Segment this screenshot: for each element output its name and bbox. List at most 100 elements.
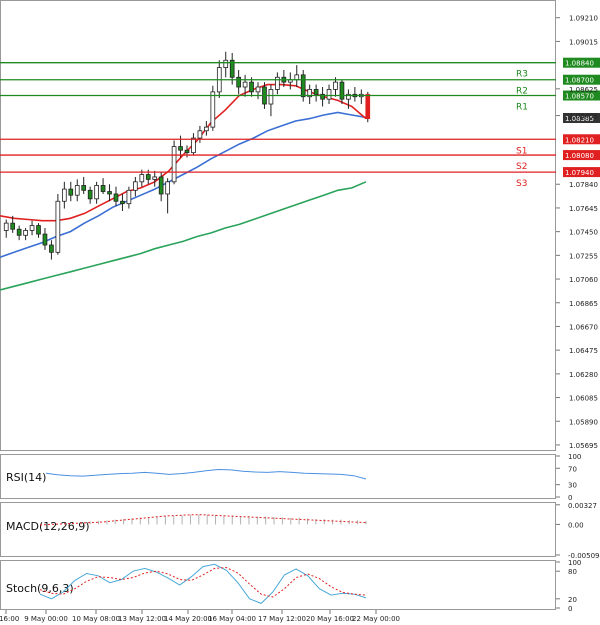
- time-tick-label: 22 May 00:00: [352, 615, 400, 623]
- macd-signal-line: [39, 514, 367, 526]
- candle-body: [223, 59, 229, 68]
- macd-panel: MACD(12,26,9) 0.00327 0.00 -0.005094: [0, 502, 600, 560]
- candle-body: [126, 189, 132, 205]
- stoch-title: Stoch(9,6,3): [6, 582, 74, 595]
- candle-body: [171, 146, 177, 183]
- indicator-tick-label: 100: [568, 453, 581, 461]
- candle-body: [242, 81, 248, 88]
- macd-title: MACD(12,26,9): [6, 520, 90, 533]
- main-panel-frame: [0, 0, 556, 451]
- candle-body: [74, 185, 80, 196]
- indicator-tick-label: 30: [568, 482, 577, 490]
- indicator-tick-label: 70: [568, 465, 577, 473]
- time-tick-label: 17 May 12:00: [258, 615, 306, 623]
- level-label-s1: S1: [516, 146, 527, 156]
- candle-body: [294, 74, 300, 81]
- candle-body: [339, 81, 345, 100]
- candle-body: [120, 200, 125, 205]
- candle-body: [191, 137, 196, 154]
- time-tick-label: 16 May 04:00: [208, 615, 256, 623]
- price-tick-label: 1.08405: [569, 113, 598, 121]
- candle-body: [229, 59, 235, 78]
- level-badge: [563, 134, 600, 145]
- candle-body: [113, 193, 119, 202]
- price-tick-label: 1.05890: [569, 418, 598, 426]
- level-value-label: 1.08700: [565, 77, 594, 85]
- price-tick-label: 1.09015: [569, 38, 598, 46]
- indicator-tick-label: 0: [568, 494, 572, 502]
- time-tick-label: 9 May 00:00: [24, 615, 68, 623]
- level-badge: [563, 74, 600, 85]
- candle-body: [300, 74, 306, 98]
- candle-body: [68, 188, 74, 196]
- level-label-r1: R1: [516, 103, 528, 113]
- price-tick-label: 1.06085: [569, 395, 598, 403]
- indicator-tick-label: 80: [568, 568, 577, 576]
- candle-body: [365, 93, 371, 120]
- candle-body: [16, 228, 22, 236]
- candle-body: [139, 174, 145, 183]
- candle-body: [107, 191, 112, 195]
- level-value-label: 1.08210: [565, 136, 594, 144]
- candle-body: [333, 81, 338, 90]
- ma-mid-line: [0, 111, 367, 258]
- candle-body: [152, 176, 158, 180]
- indicator-tick-label: 0.00327: [568, 502, 597, 510]
- price-tick-label: 1.07645: [569, 205, 598, 213]
- candle-body: [3, 222, 9, 231]
- price-tick-label: 1.09210: [569, 15, 598, 23]
- price-tick-label: 1.06865: [569, 300, 598, 308]
- candle-body: [81, 185, 87, 191]
- candle-body: [10, 222, 16, 230]
- level-label-r2: R2: [516, 87, 528, 97]
- level-value-label: 1.08840: [565, 60, 594, 68]
- rsi-series: 100 70 30 0: [45, 453, 581, 502]
- level-badge: [563, 150, 600, 161]
- level-label-r3: R3: [516, 70, 528, 80]
- ma-slow-line: [0, 181, 367, 291]
- rsi-panel: RSI(14) 100 70 30 0: [0, 453, 581, 502]
- candle-body: [307, 89, 313, 98]
- time-tick-label: 10 May 08:00: [72, 615, 120, 623]
- candle-body: [36, 225, 41, 235]
- rsi-title: RSI(14): [6, 471, 46, 484]
- candle-body: [255, 86, 261, 93]
- candle-body: [249, 81, 254, 93]
- indicator-tick-label: -0.005094: [568, 552, 600, 560]
- time-tick-label: 13 May 12:00: [118, 615, 166, 623]
- stoch-k-line: [39, 563, 367, 604]
- stoch-d-line: [39, 566, 367, 598]
- candle-body: [42, 233, 48, 246]
- candle-body: [346, 93, 351, 100]
- candle-body: [49, 244, 54, 253]
- candle-body: [320, 93, 325, 100]
- macd-series: 0.00327 0.00 -0.005094: [39, 502, 600, 560]
- level-label-s3: S3: [516, 179, 527, 189]
- indicator-tick-label: 0: [568, 605, 572, 613]
- pivot-levels: R3 1.08840 R2 1.08700 R1 1.08570 S1 1.08210 S2 1.…: [0, 57, 600, 189]
- price-tick-label: 1.05695: [569, 442, 598, 450]
- candle-body: [326, 89, 332, 100]
- candle-body: [61, 188, 67, 202]
- price-tick-label: 1.06475: [569, 347, 598, 355]
- candle-body: [29, 225, 35, 231]
- level-badge: [563, 167, 600, 178]
- candle-body: [197, 130, 203, 139]
- price-tick-label: 1.06280: [569, 371, 598, 379]
- level-value-label: 1.08080: [565, 152, 594, 160]
- rsi-panel-frame: [0, 454, 556, 499]
- level-badge: [563, 57, 600, 68]
- time-tick-label: 20 May 16:00: [306, 615, 354, 623]
- candle-body: [313, 89, 319, 95]
- candle-body: [210, 91, 216, 128]
- rsi-line: [45, 468, 367, 480]
- price-axis: 1.09210 1.09015 1.08625 1.08405 1.07840 1.076…: [556, 15, 598, 450]
- indicator-tick-label: 100: [568, 559, 581, 567]
- macd-panel-frame: [0, 502, 556, 557]
- price-tick-label: 1.07255: [569, 252, 598, 260]
- time-tick-label: 14 May 20:00: [164, 615, 212, 623]
- price-tick-label: 1.06670: [569, 323, 598, 331]
- candle-body: [133, 181, 138, 191]
